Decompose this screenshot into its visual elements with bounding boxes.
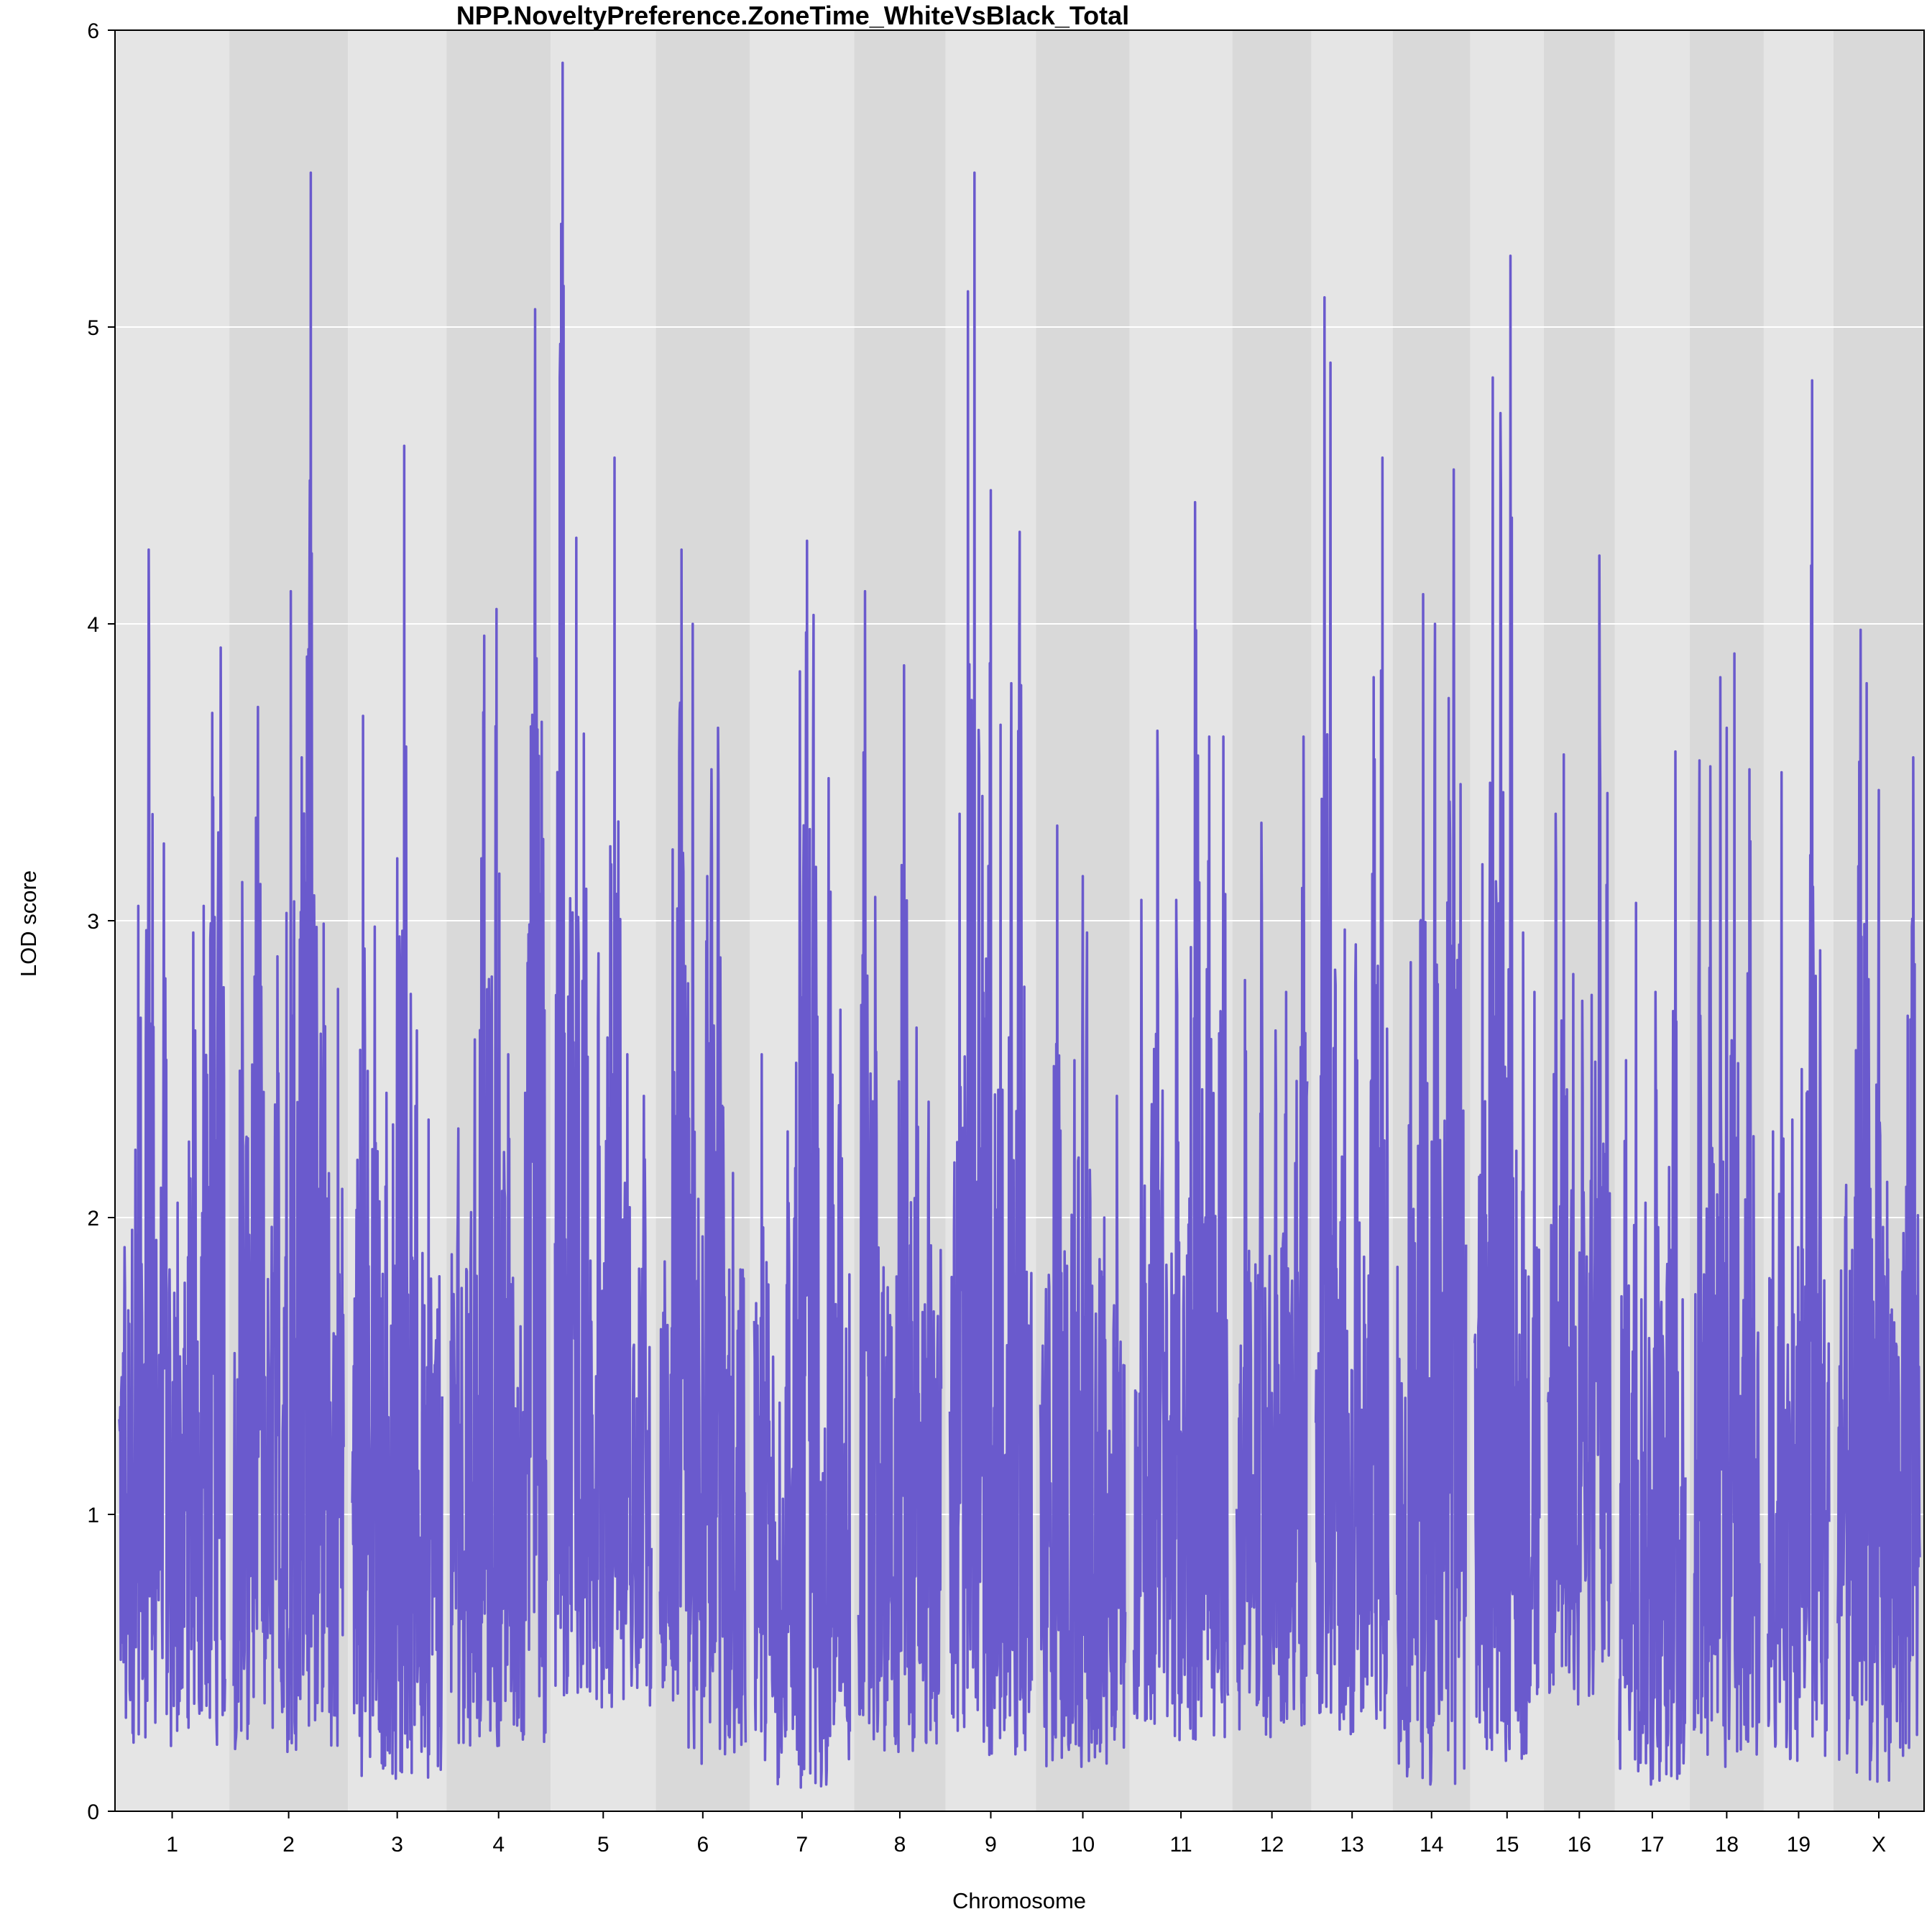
x-tick-label: 6 bbox=[696, 1833, 709, 1857]
lod-trace-chr-19 bbox=[1767, 379, 1831, 1762]
lod-trace-chr-9 bbox=[948, 171, 1034, 1757]
lod-trace-chr-8 bbox=[857, 589, 943, 1754]
x-tick-label: 13 bbox=[1340, 1833, 1363, 1857]
lod-trace-chr-6 bbox=[658, 548, 748, 1765]
chart-title: NPP.NoveltyPreference.ZoneTime_WhiteVsBl… bbox=[456, 1, 1129, 30]
lod-trace-chr-X bbox=[1836, 628, 1921, 1783]
y-tick-label: 3 bbox=[87, 910, 99, 934]
y-tick-label: 4 bbox=[87, 613, 99, 637]
x-axis: 1 2 3 4 5 6 7 8 9 10 11 12 13 14 15 16 17 18 19 X bbox=[166, 1811, 1886, 1857]
lod-trace-chr-18 bbox=[1693, 652, 1761, 1768]
lod-series bbox=[118, 61, 1921, 1789]
lod-trace-chr-5 bbox=[553, 61, 653, 1709]
x-tick-label: 12 bbox=[1260, 1833, 1284, 1857]
x-tick-label: 5 bbox=[597, 1833, 610, 1857]
x-tick-label: 1 bbox=[166, 1833, 178, 1857]
x-tick-label: 18 bbox=[1715, 1833, 1739, 1857]
x-tick-label: 17 bbox=[1640, 1833, 1664, 1857]
x-tick-label: 15 bbox=[1495, 1833, 1519, 1857]
lod-trace-chr-10 bbox=[1039, 824, 1127, 1768]
lod-trace-chr-4 bbox=[449, 308, 548, 1747]
lod-trace-chr-7 bbox=[753, 539, 852, 1789]
x-axis-label: Chromosome bbox=[952, 1888, 1086, 1913]
x-tick-label: 3 bbox=[391, 1833, 403, 1857]
x-tick-label: 10 bbox=[1071, 1833, 1095, 1857]
x-tick-label: 11 bbox=[1170, 1833, 1192, 1857]
y-axis-label: LOD score bbox=[16, 870, 41, 977]
lod-trace-chr-15 bbox=[1473, 254, 1541, 1762]
y-tick-label: 0 bbox=[87, 1800, 99, 1824]
x-tick-label: 14 bbox=[1420, 1833, 1443, 1857]
x-tick-label: 2 bbox=[282, 1833, 295, 1857]
y-axis: 0 1 2 3 4 5 6 bbox=[87, 19, 115, 1824]
lod-trace-chr-13 bbox=[1314, 295, 1390, 1736]
x-tick-label: 4 bbox=[492, 1833, 505, 1857]
x-tick-label: 9 bbox=[985, 1833, 997, 1857]
lod-trace-chr-11 bbox=[1132, 500, 1230, 1742]
x-tick-label: 19 bbox=[1787, 1833, 1811, 1857]
x-tick-label: X bbox=[1872, 1833, 1886, 1857]
lod-trace-chr-17 bbox=[1618, 750, 1687, 1786]
lod-trace-chr-14 bbox=[1395, 468, 1468, 1786]
x-tick-label: 7 bbox=[796, 1833, 809, 1857]
lod-trace-chr-16 bbox=[1547, 554, 1612, 1706]
x-tick-label: 8 bbox=[894, 1833, 906, 1857]
y-tick-label: 2 bbox=[87, 1207, 99, 1230]
y-tick-label: 5 bbox=[87, 316, 99, 340]
lod-trace-chr-3 bbox=[351, 444, 443, 1780]
y-tick-label: 1 bbox=[87, 1504, 99, 1527]
x-tick-label: 16 bbox=[1568, 1833, 1591, 1857]
lod-trace-chr-1 bbox=[118, 548, 226, 1747]
y-tick-label: 6 bbox=[87, 19, 99, 43]
lod-trace-chr-2 bbox=[232, 171, 345, 1754]
lod-trace-chr-12 bbox=[1235, 735, 1309, 1739]
